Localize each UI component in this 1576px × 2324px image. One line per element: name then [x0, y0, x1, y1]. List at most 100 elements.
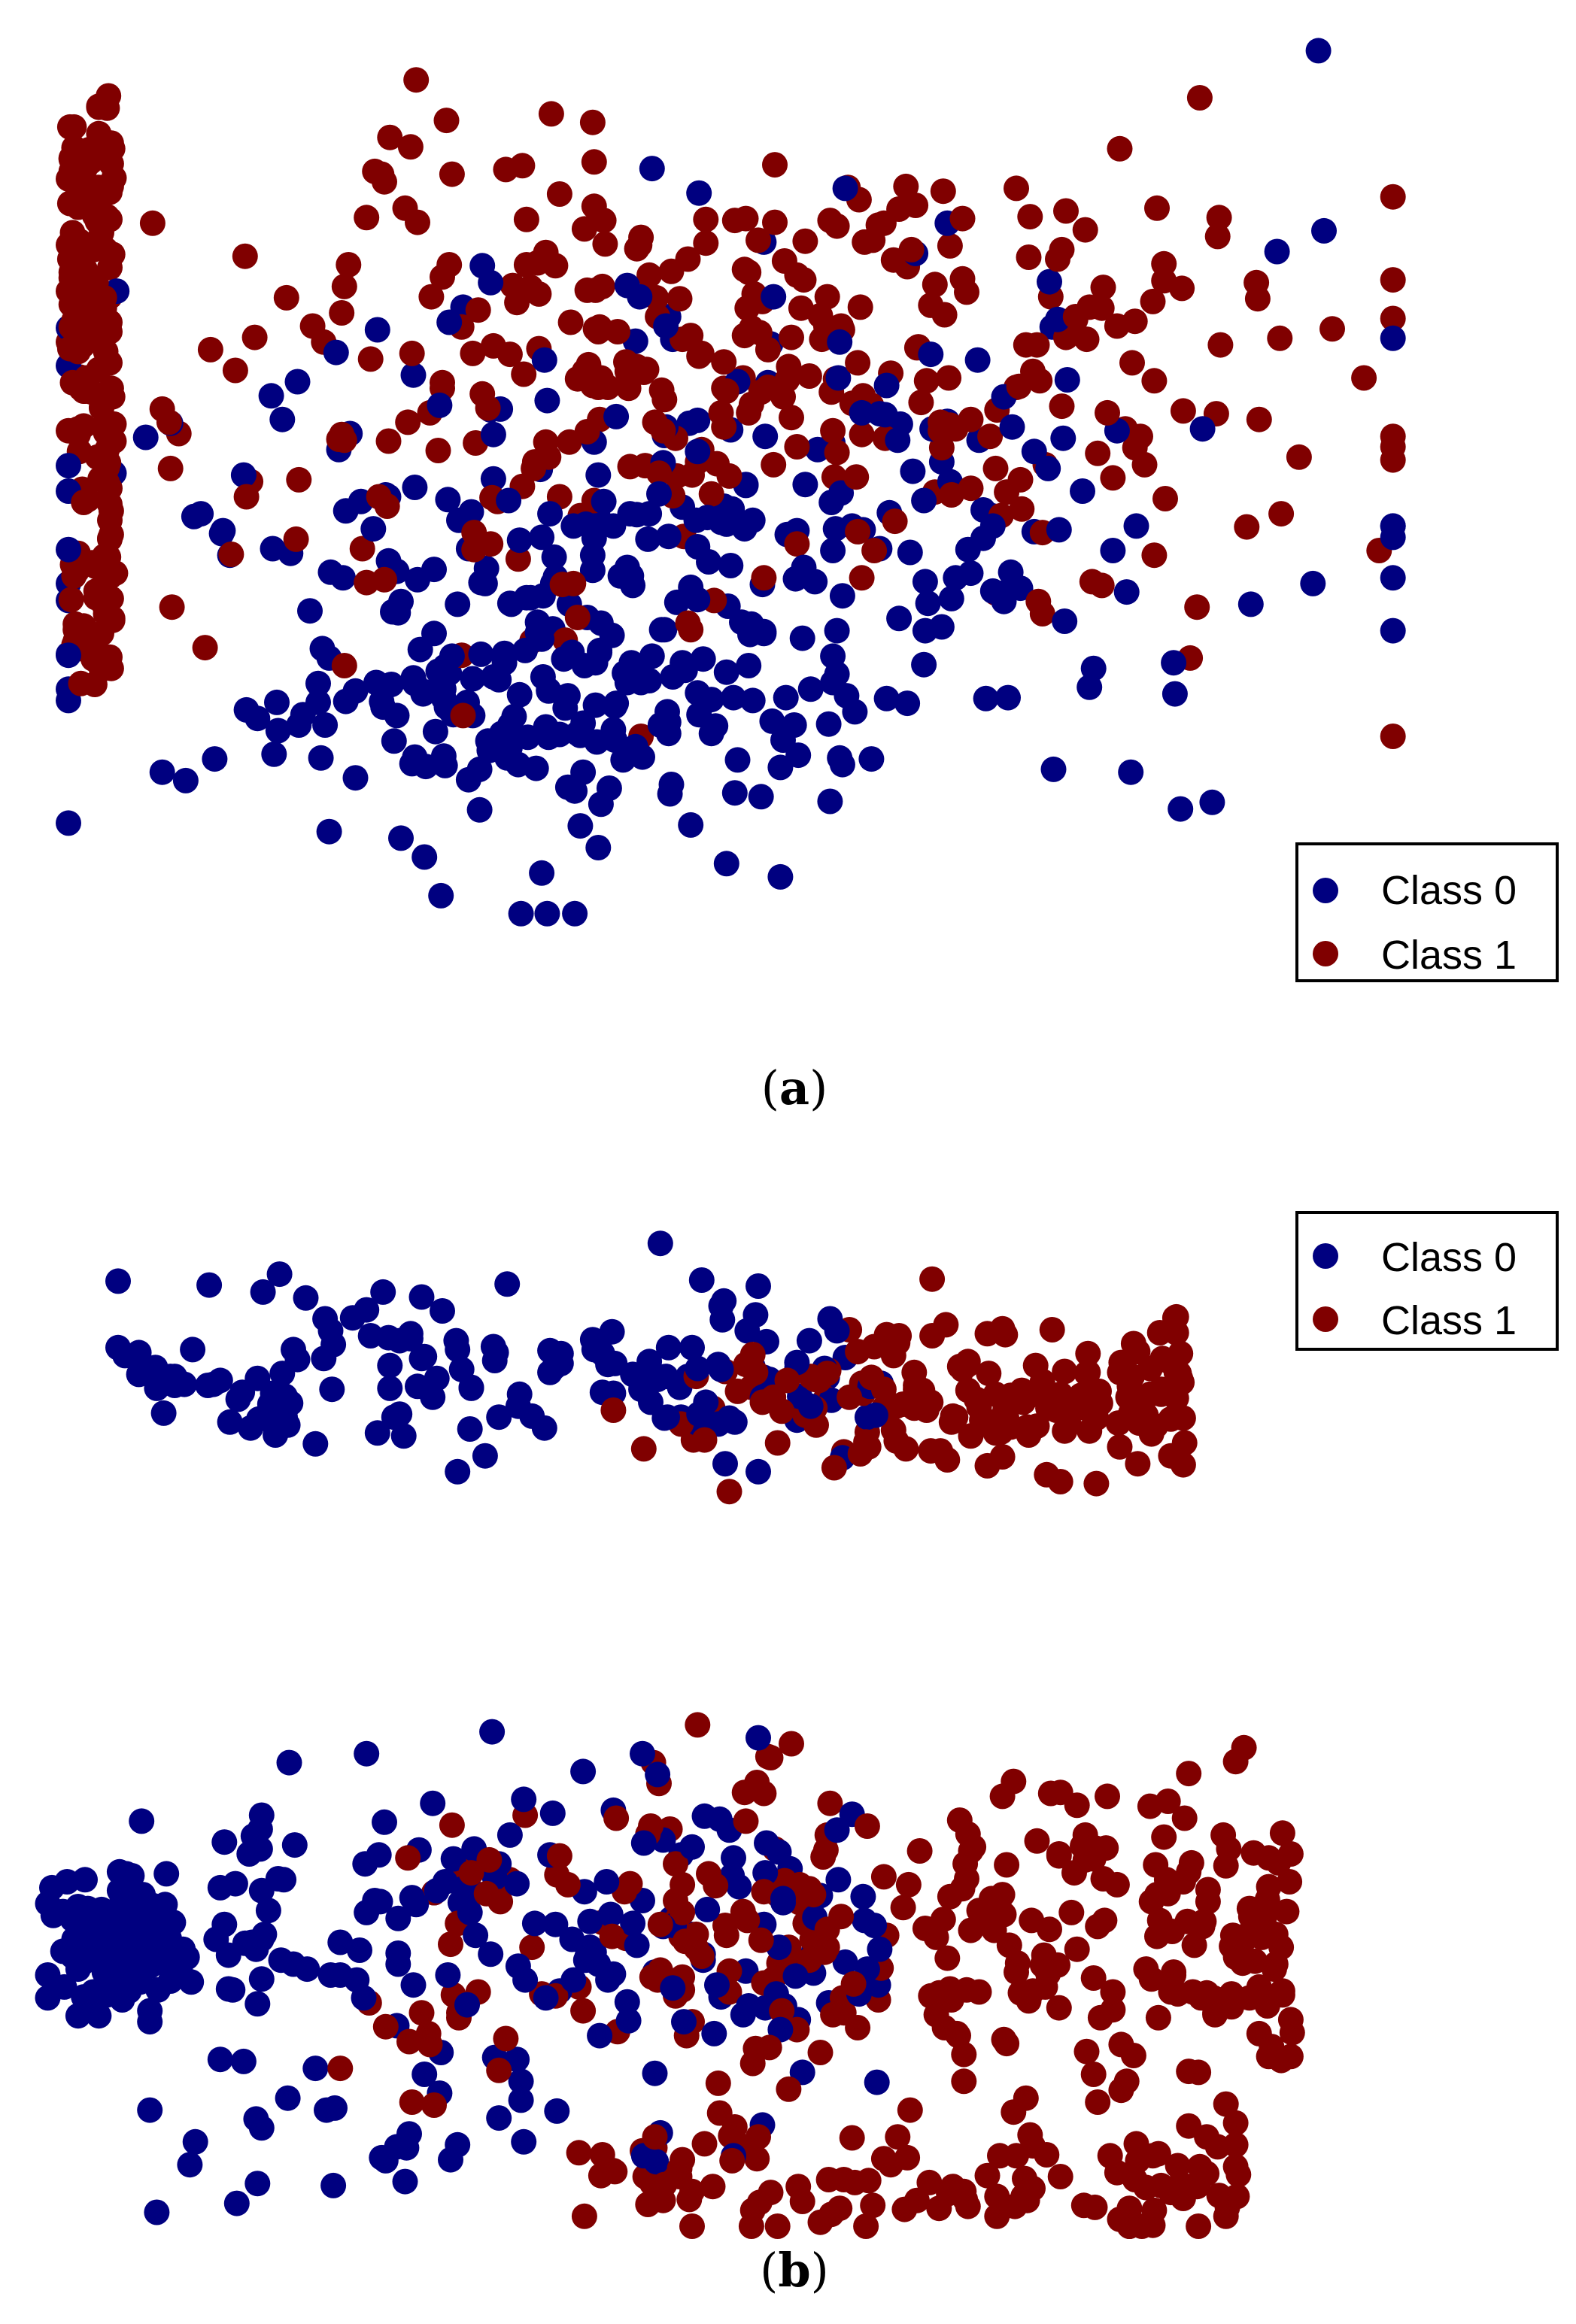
scatter-point-class-0-a [1118, 759, 1144, 785]
scatter-point-class-0-a [425, 658, 451, 684]
scatter-point-class-0-a [724, 747, 751, 773]
scatter-point-class-0-b [392, 2168, 418, 2195]
scatter-point-class-1-a [526, 281, 552, 307]
scatter-point-class-1-a [1206, 205, 1232, 231]
scatter-point-class-1-b [1125, 2147, 1151, 2174]
scatter-point-class-1-a [1152, 486, 1178, 511]
scatter-point-class-0-a [600, 513, 627, 539]
scatter-point-class-1-b [764, 2213, 791, 2239]
scatter-point-class-1-b [1052, 1358, 1078, 1385]
scatter-point-class-0-b [364, 1420, 390, 1446]
scatter-point-class-1-b [764, 1430, 791, 1456]
scatter-point-class-1-b [647, 1957, 673, 1983]
scatter-point-class-1-a [1186, 85, 1213, 111]
scatter-point-class-0-a [748, 784, 774, 810]
scatter-point-class-0-a [529, 860, 555, 886]
scatter-point-class-1-b [751, 1780, 777, 1807]
scatter-point-class-1-a [574, 277, 600, 303]
scatter-point-class-0-b [620, 1910, 646, 1937]
scatter-point-class-1-a [1351, 365, 1377, 391]
scatter-point-class-0-b [745, 1725, 771, 1751]
scatter-point-class-0-a [427, 392, 453, 418]
legend-marker-class-1-a [1313, 941, 1338, 966]
scatter-point-class-0-b [445, 1458, 471, 1485]
scatter-point-class-1-b [1269, 1982, 1295, 2008]
scatter-point-class-1-b [821, 1455, 847, 1481]
scatter-point-class-0-a [305, 670, 331, 696]
scatter-point-class-1-a [771, 248, 797, 274]
scatter-point-class-0-a [480, 466, 506, 492]
scatter-point-class-1-a [397, 134, 424, 160]
scatter-point-class-1-a [650, 417, 676, 444]
scatter-point-class-0-a [388, 588, 414, 614]
scatter-point-class-0-a [496, 487, 522, 514]
scatter-point-class-1-b [603, 1805, 630, 1831]
scatter-point-class-0-a [531, 347, 557, 373]
scatter-point-class-0-a [56, 642, 81, 669]
scatter-point-class-1-b [1225, 2162, 1252, 2188]
scatter-point-class-1-a [1016, 244, 1042, 270]
scatter-point-class-1-a [1140, 288, 1166, 314]
scatter-point-class-1-b [1137, 1793, 1163, 1819]
scatter-point-class-1-b [1195, 1889, 1221, 1915]
scatter-point-class-0-b [381, 1404, 407, 1431]
scatter-point-class-0-b [385, 1951, 411, 1977]
scatter-point-class-1-b [706, 2100, 733, 2126]
legend-b: Class 0 Class 1 [1295, 1211, 1559, 1351]
scatter-point-class-0-a [261, 741, 287, 767]
scatter-point-class-1-b [1031, 1942, 1057, 1968]
scatter-point-class-0-a [132, 424, 159, 451]
scatter-point-class-0-b [542, 1911, 569, 1937]
scatter-point-class-1-a [139, 210, 165, 236]
scatter-point-class-0-a [468, 641, 494, 667]
scatter-point-class-0-b [630, 1830, 657, 1856]
scatter-point-class-1-b [837, 1384, 863, 1410]
scatter-point-class-1-b [938, 1409, 964, 1435]
scatter-point-class-1-b [1194, 2124, 1220, 2150]
scatter-point-class-1-a [465, 297, 491, 323]
scatter-point-class-0-b [511, 1786, 537, 1813]
scatter-point-class-0-b [457, 1416, 483, 1442]
scatter-point-class-0-b [435, 1962, 461, 1988]
scatter-point-class-0-a [172, 767, 199, 793]
scatter-point-class-1-b [642, 2124, 668, 2150]
scatter-point-class-0-b [533, 1985, 559, 2011]
scatter-point-class-0-a [693, 688, 719, 714]
legend-label-class-1-b: Class 1 [1381, 1298, 1517, 1343]
scatter-point-class-1-b [734, 1907, 761, 1934]
scatter-point-class-0-b [137, 1998, 163, 2024]
scatter-point-class-1-a [936, 365, 962, 391]
scatter-point-class-0-a [585, 462, 612, 488]
scatter-point-class-1-b [1075, 1359, 1101, 1385]
scatter-point-class-0-a [646, 481, 672, 507]
scatter-point-class-1-b [1034, 1461, 1060, 1488]
scatter-point-class-0-a [785, 742, 812, 769]
scatter-point-class-1-a [633, 356, 660, 383]
scatter-point-class-1-a [571, 216, 597, 242]
scatter-point-class-1-b [870, 1864, 897, 1890]
scatter-point-class-1-a [721, 208, 748, 234]
scatter-point-class-0-b [408, 1284, 435, 1310]
scatter-point-class-0-a [1076, 674, 1103, 700]
scatter-point-class-1-a [94, 95, 120, 121]
scatter-point-class-1-a [1072, 217, 1098, 243]
scatter-point-class-1-a [1053, 198, 1079, 224]
scatter-point-class-1-b [906, 1838, 933, 1864]
scatter-point-class-1-b [897, 2097, 923, 2123]
scatter-point-class-0-b [73, 1910, 99, 1937]
scatter-point-class-0-a [897, 539, 923, 566]
scatter-point-class-1-a [1267, 325, 1293, 351]
scatter-point-class-1-a [433, 108, 460, 134]
scatter-point-class-0-a [1300, 570, 1326, 596]
scatter-point-class-1-a [372, 168, 397, 195]
scatter-point-class-0-b [207, 2046, 233, 2073]
scatter-point-class-1-b [1171, 1805, 1198, 1831]
points-group-a [56, 38, 1406, 927]
scatter-point-class-0-a [678, 812, 704, 838]
scatter-point-class-1-a [513, 252, 539, 278]
scatter-point-class-1-b [769, 1998, 795, 2024]
scatter-point-class-1-a [403, 67, 430, 93]
scatter-point-class-1-b [1219, 1933, 1245, 1959]
scatter-point-class-0-a [466, 796, 493, 823]
scatter-point-class-1-b [984, 2183, 1010, 2210]
